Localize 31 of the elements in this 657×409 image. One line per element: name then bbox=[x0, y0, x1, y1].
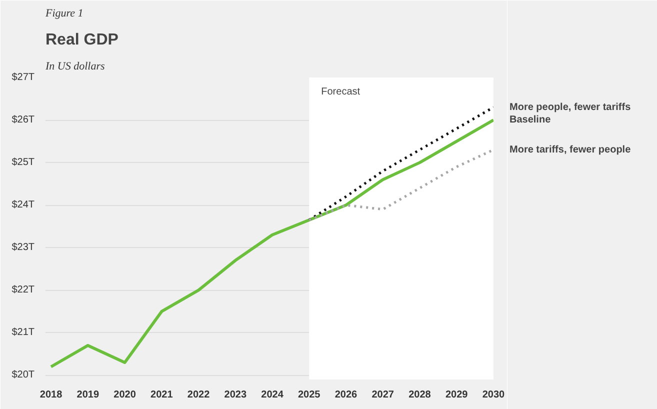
series-label: More people, fewer tariffs bbox=[510, 102, 632, 113]
x-tick-label: 2030 bbox=[482, 390, 506, 400]
y-tick-label: $21T bbox=[12, 327, 35, 338]
x-tick-label: 2020 bbox=[114, 390, 136, 400]
y-tick-label: $26T bbox=[12, 114, 35, 126]
caption: Figure 1 bbox=[44, 8, 84, 20]
line-series bbox=[50, 118, 494, 368]
series-label: More tariffs, fewer people bbox=[510, 144, 632, 156]
x-tick-label: 2023 bbox=[224, 390, 247, 400]
y-tick-label: $24T bbox=[12, 200, 35, 211]
chart-subtitle: In US dollars bbox=[44, 60, 105, 72]
y-tick-label: $23T bbox=[12, 242, 35, 254]
y-tick-label: $25T bbox=[12, 157, 35, 168]
x-tick-label: 2024 bbox=[261, 390, 284, 400]
y-tick-label: $20T bbox=[12, 370, 35, 381]
x-tick-label: 2021 bbox=[150, 390, 174, 400]
y-tick-label: $27T bbox=[12, 72, 35, 83]
x-tick-label: 2026 bbox=[334, 390, 358, 400]
band-label: Forecast bbox=[321, 86, 360, 98]
chart-title: Real GDP bbox=[46, 32, 119, 48]
x-tick-label: 2028 bbox=[408, 390, 432, 400]
x-tick-label: 2025 bbox=[298, 390, 321, 400]
series-label: Baseline bbox=[510, 114, 552, 126]
x-tick-label: 2019 bbox=[76, 390, 100, 400]
line-series bbox=[308, 148, 494, 222]
y-tick-label: $22T bbox=[12, 284, 35, 296]
line-series bbox=[308, 106, 494, 222]
x-tick-label: 2018 bbox=[40, 390, 63, 400]
x-tick-label: 2027 bbox=[372, 390, 394, 400]
x-tick-label: 2022 bbox=[187, 390, 210, 400]
x-tick-label: 2029 bbox=[446, 390, 468, 400]
